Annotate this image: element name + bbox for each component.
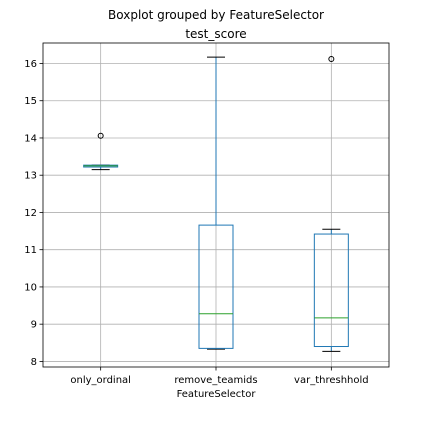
y-tick-label: 16 <box>24 59 37 70</box>
y-tick-label: 10 <box>24 282 37 293</box>
y-tick-label: 8 <box>31 357 37 368</box>
x-tick-label: var_threshhold <box>294 375 369 386</box>
boxes-group <box>83 56 349 352</box>
y-tick-label: 11 <box>24 245 37 256</box>
box-remove_teamids <box>198 56 234 350</box>
x-axis: only_ordinal remove_teamids var_threshhold <box>70 367 369 386</box>
box-var_threshhold <box>313 56 349 352</box>
y-axis: 8 9 10 11 12 13 14 15 16 <box>24 59 43 368</box>
y-tick-label: 14 <box>24 133 37 144</box>
x-tick-label: only_ordinal <box>70 375 131 386</box>
outlier-point <box>328 56 335 63</box>
y-tick-label: 15 <box>24 96 37 107</box>
box-body <box>313 233 349 348</box>
x-axis-label: FeatureSelector <box>177 389 257 400</box>
chart-title: test_score <box>185 27 246 41</box>
box-only_ordinal <box>83 132 119 171</box>
y-tick-label: 9 <box>31 320 37 331</box>
chart-suptitle: Boxplot grouped by FeatureSelector <box>108 8 324 22</box>
y-tick-label: 13 <box>24 171 37 182</box>
y-tick-label: 12 <box>24 208 37 219</box>
x-tick-label: remove_teamids <box>174 375 257 386</box>
outlier-point <box>97 132 104 139</box>
box-body <box>198 224 234 349</box>
